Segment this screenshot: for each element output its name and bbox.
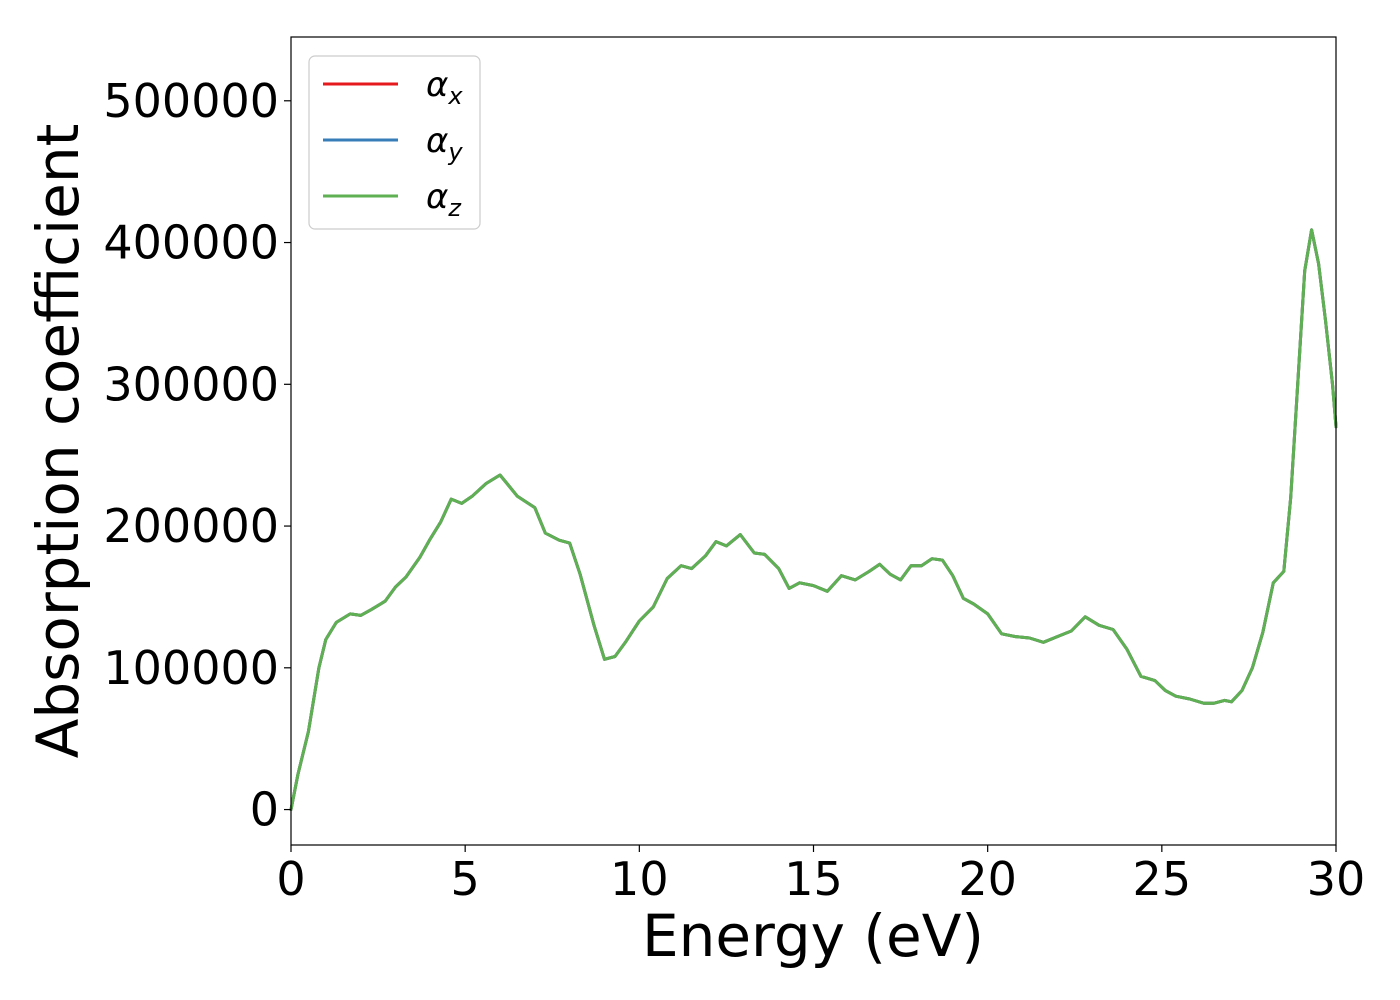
x-tick-label: 20: [958, 852, 1017, 906]
y-tick-label: 500000: [103, 74, 279, 128]
y-axis: 0 100000 200000 300000 400000 500000: [103, 74, 291, 837]
series-line-2: [289, 228, 1338, 812]
series-layer: [289, 228, 1338, 812]
legend-label-0: αx: [426, 65, 463, 110]
x-tick-label: 0: [276, 852, 305, 906]
y-tick-label: 200000: [103, 499, 279, 553]
legend: αx αy αz: [308, 55, 481, 230]
x-tick-label: 5: [451, 852, 480, 906]
y-tick-label: 0: [250, 783, 279, 837]
x-axis: 0 5 10 15 20 25 30: [276, 845, 1365, 906]
y-axis-title: Absorption coefficient: [24, 124, 92, 759]
y-tick-label: 400000: [103, 216, 279, 270]
legend-label-1: αy: [426, 121, 463, 166]
x-tick-label: 30: [1307, 852, 1366, 906]
x-tick-label: 25: [1133, 852, 1192, 906]
legend-box: [308, 55, 481, 230]
y-tick-label: 300000: [103, 357, 279, 411]
legend-label-2: αz: [426, 177, 462, 222]
x-tick-label: 15: [784, 852, 843, 906]
x-tick-label: 10: [610, 852, 669, 906]
x-axis-title: Energy (eV): [642, 902, 984, 970]
y-tick-label: 100000: [103, 641, 279, 695]
